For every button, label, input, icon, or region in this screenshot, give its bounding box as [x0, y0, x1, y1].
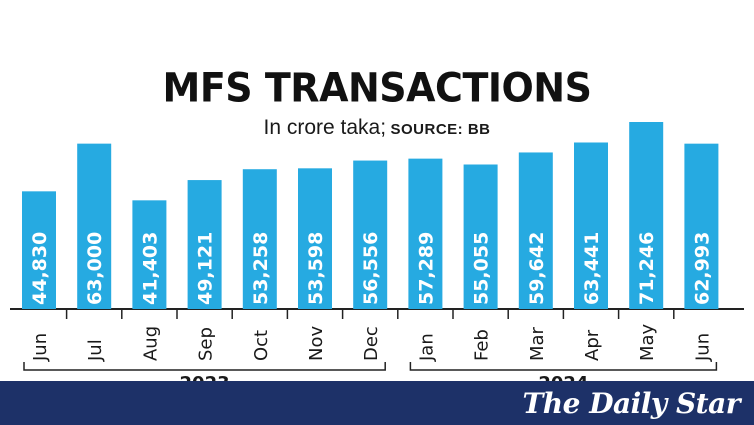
bar-value-label: 63,000 [84, 232, 106, 305]
x-tick-label: May [637, 323, 658, 361]
bar-value-label: 49,121 [195, 232, 217, 305]
bar [629, 122, 664, 309]
bar [463, 164, 498, 309]
x-tick-label: Apr [582, 329, 603, 361]
x-tick-label: Dec [361, 326, 382, 361]
x-tick-label: Mar [527, 326, 548, 361]
bar-value-label: 53,258 [250, 232, 272, 305]
year-bracket [409, 362, 718, 371]
unit-note: In crore taka; [263, 116, 387, 139]
x-tick-label: Feb [472, 329, 493, 361]
x-tick-label: Oct [251, 330, 272, 361]
x-tick-label: Sep [196, 327, 217, 361]
x-tick-label: Jan [416, 333, 437, 362]
bar-chart: 44,830 Jun 63,000 Jul 41,403 Aug 49,121 Sep 53,2… [10, 122, 744, 381]
x-tick-label: Jun [30, 333, 51, 362]
x-tick-label: Aug [140, 326, 161, 361]
bar-value-label: 55,055 [471, 232, 493, 305]
year-label: 2023 [180, 373, 230, 381]
bar [22, 191, 56, 309]
bar-value-label: 59,642 [526, 232, 548, 305]
bar [187, 180, 222, 309]
bar-value-label: 41,403 [139, 232, 161, 305]
footer-bar: The Daily Star [0, 381, 754, 425]
bar-value-label: 56,556 [360, 232, 382, 305]
bar [684, 143, 719, 309]
bar [242, 169, 277, 309]
year-label: 2024 [538, 373, 588, 381]
bar-value-label: 57,289 [415, 232, 437, 305]
bar-value-label: 53,598 [305, 232, 327, 305]
bar [353, 160, 388, 309]
chart-title: MFS TRANSACTIONS [162, 64, 592, 112]
bar [132, 200, 167, 309]
bar-value-label: 44,830 [29, 232, 51, 305]
bar-value-label: 71,246 [636, 232, 658, 305]
bar [408, 158, 443, 309]
x-tick-label: Jul [85, 339, 106, 362]
bar-value-label: 63,441 [581, 232, 603, 305]
bar [77, 143, 112, 309]
x-tick-label: Nov [306, 326, 327, 361]
bar-value-label: 62,993 [691, 232, 713, 305]
source-note: SOURCE: BB [390, 121, 491, 138]
x-tick-label: Jun [692, 333, 713, 362]
bar [298, 168, 332, 309]
chart-subtitle: In crore taka; SOURCE: BB [0, 116, 754, 140]
year-bracket [23, 362, 386, 371]
brand-logo: The Daily Star [522, 387, 740, 420]
bar [574, 142, 608, 309]
bar [518, 152, 553, 309]
